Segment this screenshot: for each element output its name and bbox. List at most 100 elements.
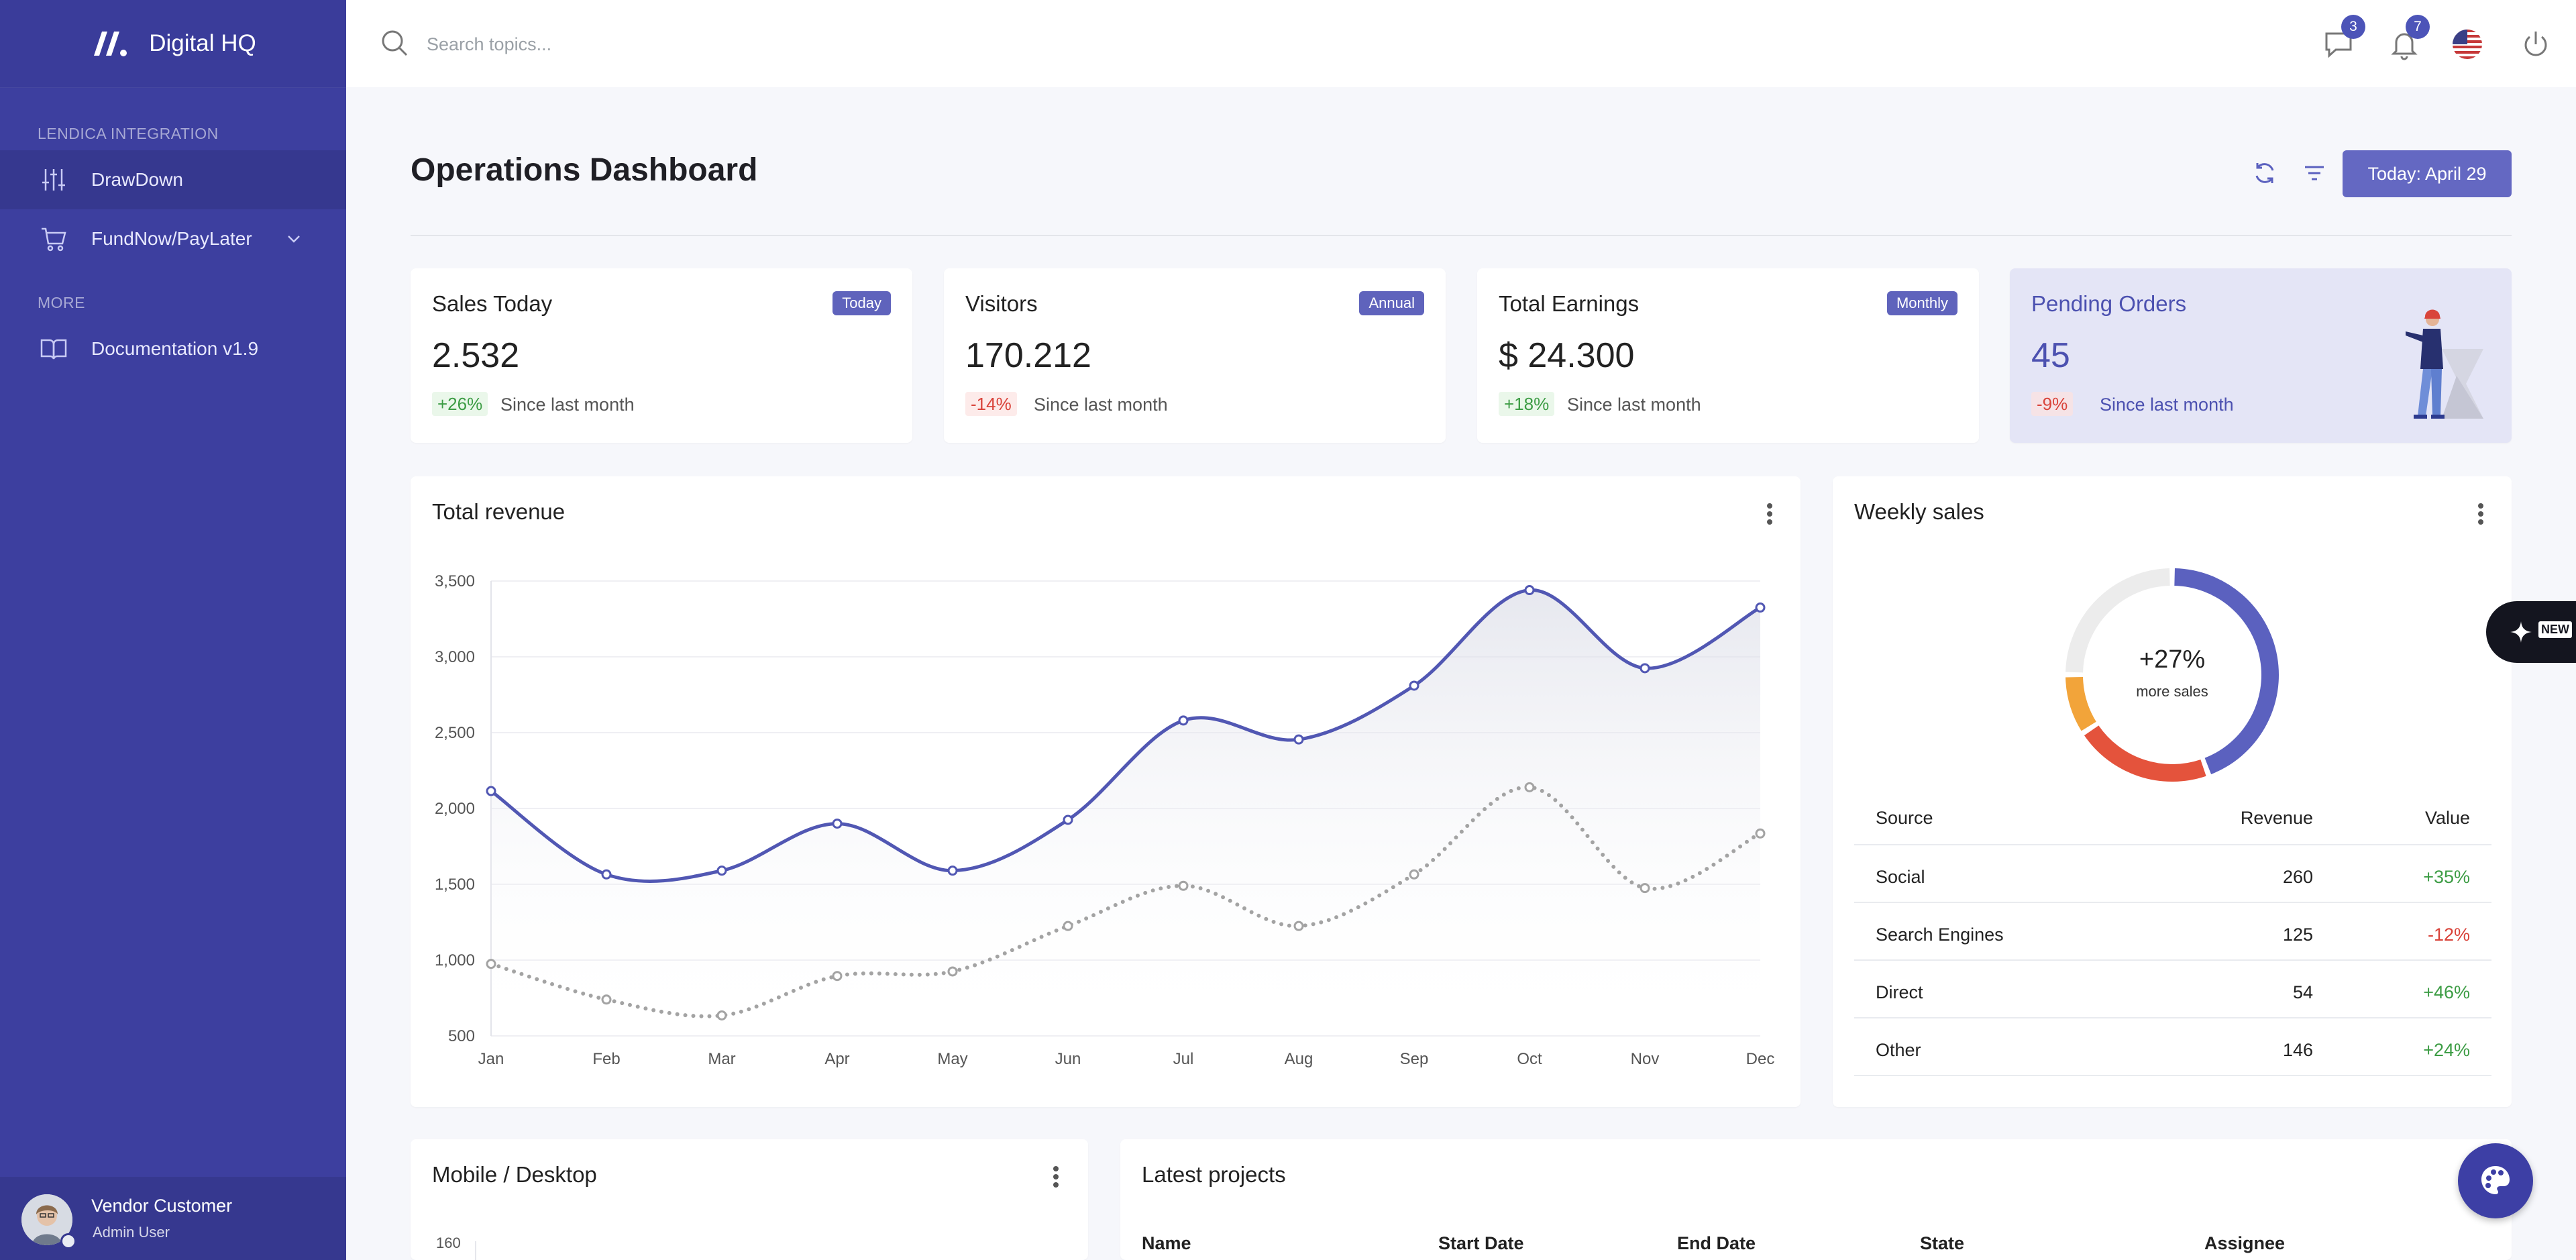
- power-icon[interactable]: [2520, 28, 2552, 60]
- page-title: Operations Dashboard: [411, 152, 758, 188]
- data-point[interactable]: [947, 865, 958, 876]
- card-title: Mobile / Desktop: [432, 1162, 597, 1187]
- col-source-header: Source: [1876, 808, 1933, 828]
- stat-title: Visitors: [965, 291, 1038, 316]
- table-row: Social 260 +35%: [1854, 845, 2491, 903]
- series-area: [491, 590, 1760, 1036]
- us-flag-icon[interactable]: [2451, 28, 2483, 60]
- x-tick-label: Feb: [592, 1050, 620, 1068]
- sidebar-item-label: FundNow/PayLater: [91, 228, 252, 249]
- data-point[interactable]: [1640, 663, 1650, 674]
- user-role: Admin User: [93, 1224, 170, 1241]
- data-point[interactable]: [1409, 680, 1419, 691]
- total-revenue-card: Total revenue 500 1,000 1,500 2,000 2,500 3,0…: [411, 476, 1801, 1107]
- stat-card-pending-orders: Pending Orders 45 -9% Since last month: [2010, 268, 2512, 443]
- table-row: Other 146 +24%: [1854, 1018, 2491, 1076]
- book-icon: [40, 339, 67, 360]
- filter-icon[interactable]: [2301, 160, 2328, 187]
- y-tick-label: 160: [436, 1235, 461, 1251]
- delta-badge: -9%: [2031, 392, 2074, 416]
- table-row: Search Engines 125 -12%: [1854, 903, 2491, 961]
- col-revenue-header: Revenue: [2240, 808, 2313, 828]
- chevron-down-icon: [288, 235, 300, 243]
- revenue-line-chart: 500 1,000 1,500 2,000 2,500 3,000 3,500 Jan Feb M…: [435, 572, 1774, 1068]
- header-divider: [411, 235, 2512, 236]
- messages-count-badge: 3: [2341, 15, 2365, 39]
- data-point[interactable]: [716, 865, 727, 876]
- brand[interactable]: Digital HQ: [0, 0, 346, 88]
- donut-slice[interactable]: [2084, 725, 2206, 782]
- sidebar-item-documentation[interactable]: Documentation v1.9: [0, 319, 346, 378]
- sparkle-icon: [2510, 621, 2532, 643]
- value-cell: -12%: [2427, 925, 2470, 945]
- y-tick-label: 3,500: [435, 572, 475, 590]
- data-point[interactable]: [1640, 883, 1650, 894]
- kebab-menu-icon[interactable]: [2475, 501, 2486, 527]
- data-point[interactable]: [716, 1010, 727, 1020]
- sidebar-section-integration: LENDICA INTEGRATION: [38, 125, 219, 142]
- search-icon: [382, 30, 408, 56]
- table-header: Source Revenue Value: [1854, 800, 2491, 845]
- data-point[interactable]: [1409, 869, 1419, 880]
- col-start-date-header: Start Date: [1438, 1233, 1524, 1253]
- data-point[interactable]: [832, 819, 843, 829]
- donut-slice[interactable]: [2065, 568, 2170, 673]
- stat-card-visitors: Visitors Annual 170.212 -14% Since last …: [944, 268, 1446, 443]
- stat-card-sales-today: Sales Today Today 2.532 +26% Since last …: [411, 268, 912, 443]
- data-point[interactable]: [1178, 715, 1189, 726]
- data-point[interactable]: [601, 869, 612, 880]
- date-button[interactable]: Today: April 29: [2343, 150, 2512, 197]
- search-input[interactable]: [425, 30, 898, 59]
- source-cell: Social: [1876, 867, 1925, 887]
- kebab-menu-icon[interactable]: [1764, 501, 1775, 527]
- stat-value: 170.212: [965, 336, 1091, 375]
- sidebar-item-fundnow[interactable]: FundNow/PayLater: [0, 209, 346, 268]
- data-point[interactable]: [1755, 828, 1766, 839]
- data-point[interactable]: [1178, 880, 1189, 891]
- x-tick-label: Apr: [824, 1050, 849, 1068]
- stat-card-total-earnings: Total Earnings Monthly $ 24.300 +18% Sin…: [1477, 268, 1979, 443]
- data-point[interactable]: [1755, 602, 1766, 613]
- delta-badge: +26%: [432, 392, 488, 416]
- donut-slice[interactable]: [2065, 676, 2096, 731]
- notifications-count-badge: 7: [2406, 15, 2430, 39]
- y-tick-label: 1,000: [435, 951, 475, 969]
- value-cell: +24%: [2423, 1040, 2470, 1060]
- y-tick-label: 3,000: [435, 648, 475, 666]
- refresh-icon[interactable]: [2251, 160, 2278, 187]
- stat-title: Sales Today: [432, 291, 553, 316]
- y-tick-label: 2,000: [435, 800, 475, 818]
- donut-slice[interactable]: [2174, 568, 2279, 774]
- data-point[interactable]: [486, 786, 496, 796]
- data-point[interactable]: [832, 971, 843, 982]
- latest-projects-card: Latest projects Name Start Date End Date…: [1120, 1139, 2512, 1260]
- data-point[interactable]: [486, 959, 496, 969]
- period-badge: Today: [833, 291, 891, 315]
- sidebar-item-label: DrawDown: [91, 169, 183, 190]
- revenue-cell: 260: [2282, 867, 2313, 887]
- y-tick-label: 1,500: [435, 876, 475, 894]
- x-tick-label: Aug: [1285, 1050, 1313, 1068]
- data-point[interactable]: [601, 994, 612, 1005]
- data-point[interactable]: [1293, 734, 1304, 745]
- col-value-header: Value: [2424, 808, 2470, 828]
- data-point[interactable]: [1063, 921, 1073, 931]
- period-badge: Annual: [1359, 291, 1424, 315]
- data-point[interactable]: [1063, 815, 1073, 825]
- delta-badge: -14%: [965, 392, 1017, 416]
- data-point[interactable]: [1524, 585, 1535, 596]
- x-tick-label: Sep: [1400, 1050, 1429, 1068]
- data-point[interactable]: [1293, 921, 1304, 931]
- data-point[interactable]: [947, 966, 958, 977]
- data-point[interactable]: [1524, 782, 1535, 792]
- kebab-menu-icon[interactable]: [1051, 1163, 1061, 1190]
- x-tick-label: Jun: [1055, 1050, 1081, 1068]
- revenue-cell: 54: [2292, 982, 2313, 1002]
- user-panel[interactable]: Vendor Customer Admin User: [0, 1177, 346, 1260]
- donut-center-label: more sales: [2136, 683, 2208, 700]
- theme-palette-button[interactable]: [2458, 1143, 2533, 1218]
- ai-assistant-tab[interactable]: NEW: [2486, 601, 2576, 663]
- sidebar-item-drawdown[interactable]: DrawDown: [0, 150, 346, 209]
- bell-icon[interactable]: [2388, 28, 2420, 60]
- since-text: Since last month: [1034, 395, 1168, 415]
